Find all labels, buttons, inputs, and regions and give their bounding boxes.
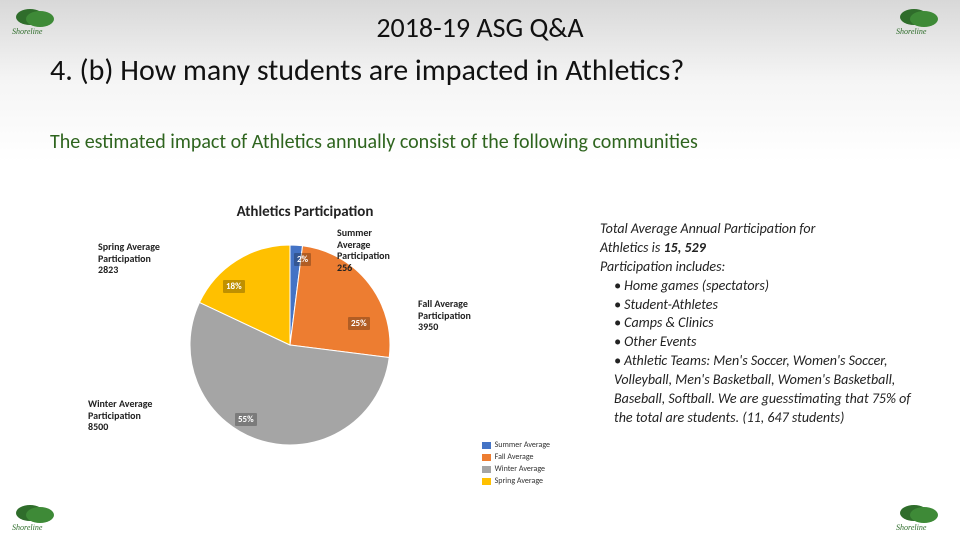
legend-item: Winter Average <box>482 463 550 475</box>
bullet-other-events: Other Events <box>614 333 930 352</box>
svg-text:Shoreline: Shoreline <box>896 523 927 532</box>
bullet-student-athletes: Student-Athletes <box>614 296 930 315</box>
intro-text: The estimated impact of Athletics annual… <box>50 130 910 154</box>
svg-text:Shoreline: Shoreline <box>12 523 43 532</box>
slide-title-line1: 2018-19 ASG Q&A <box>0 10 960 45</box>
bullet-home-games: Home games (spectators) <box>614 277 930 296</box>
slide-title-line2: 4. (b) How many students are impacted in… <box>50 52 910 89</box>
logo-bottom-left: Shoreline <box>10 502 66 534</box>
chart-title: Athletics Participation <box>50 203 560 221</box>
pct-55: 55% <box>235 413 257 426</box>
chart-legend: Summer AverageFall AverageWinter Average… <box>482 439 550 487</box>
legend-item: Spring Average <box>482 475 550 487</box>
bullet-teams: Athletic Teams: Men's Soccer, Women's So… <box>614 352 930 428</box>
pie-chart: Athletics Participation 2% 25% 55% 18% S… <box>50 195 560 495</box>
pct-25: 25% <box>348 317 370 330</box>
callout-winter: Winter Average Participation 8500 <box>88 398 152 433</box>
pct-18: 18% <box>223 280 245 293</box>
callout-fall: Fall Average Participation 3950 <box>418 298 471 333</box>
bullet-camps-clinics: Camps & Clinics <box>614 314 930 333</box>
logo-bottom-right: Shoreline <box>894 502 950 534</box>
pct-2: 2% <box>294 253 311 266</box>
right-narrative: Total Average Annual Participation for A… <box>600 220 930 428</box>
legend-item: Summer Average <box>482 439 550 451</box>
legend-item: Fall Average <box>482 451 550 463</box>
callout-summer: Summer Average Participation 256 <box>337 227 390 273</box>
callout-spring: Spring Average Participation 2823 <box>98 241 160 276</box>
